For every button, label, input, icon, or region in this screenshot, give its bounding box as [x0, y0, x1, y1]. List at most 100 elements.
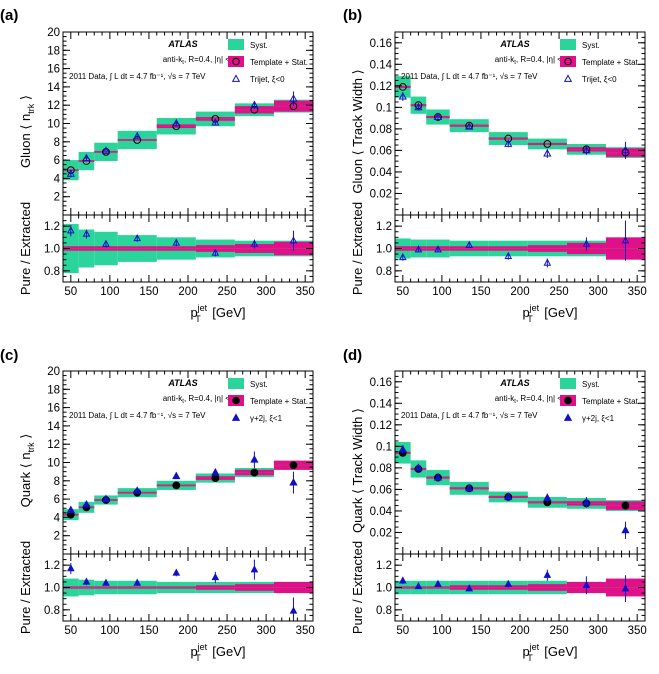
ratio-y-tick-label: 1.0 [376, 583, 392, 595]
pure-point [82, 153, 91, 162]
ratio-y-label: Pure / Extracted [350, 541, 365, 634]
panel-tag: (b) [343, 7, 362, 24]
atlas-lumi: 2011 Data, ∫ L dt = 4.7 fb⁻¹, √s = 7 TeV [401, 72, 538, 81]
x-tick-label: 250 [217, 286, 236, 298]
y-tick-label: 2 [54, 192, 60, 204]
legend-template-marker [232, 396, 240, 405]
ratio-point [133, 233, 142, 242]
y-tick-label: 18 [47, 45, 60, 57]
ratio-point [211, 572, 220, 581]
ratio-y-label: Pure / Extracted [18, 541, 33, 634]
x-tick-label: 50 [396, 625, 409, 637]
main-y-label: Quark ⟨ Track Width ⟩ [350, 408, 365, 533]
atlas-lumi: 2011 Data, ∫ L dt = 4.7 fb⁻¹, √s = 7 TeV [69, 72, 206, 81]
panel-tag: (a) [0, 7, 18, 24]
ratio-point [82, 577, 91, 585]
legend-syst-label: Syst. [250, 380, 268, 389]
y-tick-label: 8 [54, 137, 60, 149]
y-tick-label: 20 [47, 27, 60, 39]
ratio-point [465, 240, 474, 248]
legend-syst-swatch [560, 378, 576, 389]
y-tick-label: 8 [54, 476, 60, 488]
pure-point [582, 145, 591, 154]
ratio-point [250, 565, 259, 573]
pure-point [289, 477, 298, 486]
y-tick-label: 0.06 [370, 145, 392, 157]
legend-template-swatch [560, 56, 576, 67]
x-tick-label: 100 [100, 286, 119, 298]
atlas-label: ATLAS [167, 39, 197, 49]
ratio-point [582, 580, 591, 588]
x-tick-label: 300 [257, 286, 276, 298]
legend-pure-marker [563, 74, 573, 82]
y-tick-label: 12 [47, 439, 60, 451]
x-tick-label: 250 [217, 625, 236, 637]
x-tick-label: 350 [628, 625, 647, 637]
y-tick-label: 14 [47, 421, 60, 433]
pure-point [504, 492, 513, 500]
y-tick-label: 0.1 [376, 441, 392, 453]
y-tick-label: 0.14 [370, 59, 393, 71]
legend-syst-label: Syst. [582, 380, 600, 389]
y-tick-label: 16 [47, 64, 60, 76]
ratio-y-tick-label: 0.8 [44, 266, 60, 278]
legend-pure-label: Trijet, ξ<0 [250, 75, 285, 84]
main-plot-area [63, 91, 313, 181]
y-tick-label: 0.04 [370, 167, 393, 179]
ratio-point [434, 245, 442, 253]
legend-syst-swatch [560, 39, 576, 50]
x-tick-label: 150 [471, 625, 490, 637]
atlas-jet-def: anti-kt, R=0.4, |η| < 0.8 [495, 394, 576, 405]
ratio-point [172, 568, 181, 576]
ratio-point [543, 570, 552, 578]
panel-d: (d) 0.02 0.04 0.06 0.08 0.1 0.12 0.14 0.16 Quark … [343, 347, 647, 663]
ratio-y-tick-label: 1.2 [44, 560, 60, 572]
atlas-label: ATLAS [167, 378, 197, 388]
legend-pure-label: Trijet, ξ<0 [582, 75, 617, 84]
y-tick-label: 2 [54, 531, 60, 543]
legend-template-marker [564, 396, 572, 405]
ratio-point [172, 238, 181, 246]
ratio-plot-area [395, 569, 645, 603]
main-plot-area [63, 451, 313, 521]
x-tick-label: 250 [549, 625, 568, 637]
legend-pure-label: γ+2j, ξ<1 [250, 414, 283, 423]
legend-template-label: Template + Stat. [250, 397, 308, 406]
y-tick-label: 0.08 [370, 463, 392, 475]
ratio-point [66, 564, 75, 572]
pure-point [414, 463, 423, 471]
x-tick-label: 100 [432, 286, 451, 298]
ratio-y-tick-label: 1.0 [376, 244, 392, 256]
ratio-point [414, 245, 423, 253]
ratio-y-tick-label: 1.2 [376, 221, 392, 233]
ratio-point [621, 584, 630, 592]
ratio-y-label: Pure / Extracted [18, 202, 33, 295]
ratio-point [211, 248, 220, 256]
ratio-point [414, 581, 423, 590]
ratio-point [504, 579, 513, 587]
legend-template-label: Template + Stat. [582, 58, 640, 67]
pure-point [543, 149, 552, 157]
x-tick-label: 50 [64, 286, 77, 298]
legend-pure-label: γ+2j, ξ<1 [582, 414, 615, 423]
ratio-y-tick-label: 0.8 [44, 605, 60, 617]
extracted-point [172, 481, 181, 490]
ratio-point [621, 236, 630, 244]
x-axis-label: pjet T [GeV] [522, 303, 577, 324]
extracted-point [621, 501, 630, 510]
y-tick-label: 0.1 [376, 102, 392, 114]
pure-point [398, 444, 407, 453]
x-tick-label: 200 [510, 625, 529, 637]
y-tick-label: 12 [47, 100, 60, 112]
x-tick-label: 200 [178, 286, 197, 298]
y-tick-label: 0.12 [370, 420, 392, 432]
ratio-y-tick-label: 0.8 [376, 266, 392, 278]
y-tick-label: 0.06 [370, 484, 392, 496]
pure-point [66, 169, 75, 177]
y-tick-label: 6 [54, 155, 60, 167]
pure-point [250, 100, 259, 109]
panel-tag: (d) [343, 347, 362, 364]
ratio-y-tick-label: 1.0 [44, 583, 60, 595]
ratio-point [250, 239, 259, 247]
y-tick-label: 0.04 [370, 506, 393, 518]
